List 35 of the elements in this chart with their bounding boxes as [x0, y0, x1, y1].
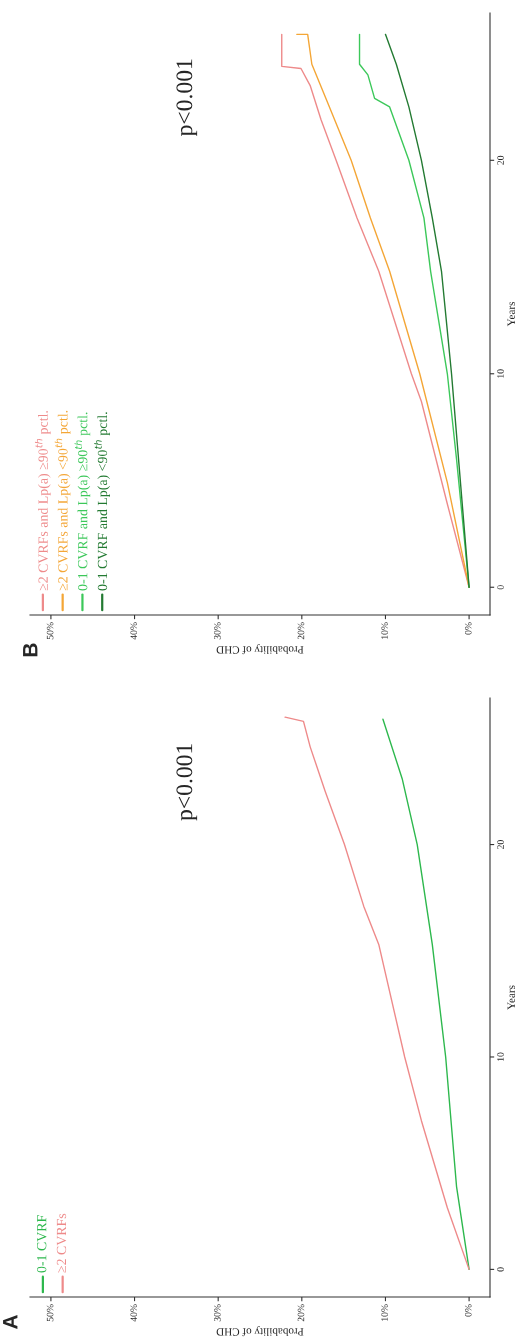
text: 0-1 CVRF and Lp(a) ≥90$^{th}$ pctl.	[74, 412, 91, 591]
x-tick-label: 30%	[214, 622, 221, 640]
x-tick-label: 40%	[130, 622, 138, 640]
x-tick-label: 0%	[464, 622, 472, 635]
text: ≥2 CVRFs and Lp(a) <90$^{th}$ pctl.	[54, 410, 71, 591]
y-tick-label: 10	[497, 369, 504, 378]
x-tick-label: 50%	[46, 622, 54, 640]
text: ≥2 CVRFs	[56, 1213, 67, 1273]
line-series	[284, 716, 470, 1271]
line-series	[382, 718, 470, 1271]
y-tick-label: 0	[497, 585, 504, 590]
x-axis-title: Probability of CHD	[216, 1325, 304, 1337]
x-tick-label: 10%	[381, 1304, 388, 1321]
y-tick-label: 0	[497, 1267, 504, 1272]
x-tick-label: 40%	[130, 1304, 138, 1322]
annotation: p<0.001	[176, 744, 198, 821]
text: A	[3, 1315, 18, 1330]
x-tick-label: 20%	[297, 622, 305, 640]
text: 0-1 CVRF	[36, 1215, 47, 1273]
x-tick-label: 0%	[464, 1304, 472, 1317]
y-axis-title: Years	[507, 985, 515, 1010]
line-series	[384, 33, 470, 588]
x-tick-label: 10%	[381, 622, 388, 639]
text: B	[23, 643, 38, 657]
y-tick-label: 20	[497, 840, 504, 849]
y-tick-label: 10	[497, 1052, 504, 1061]
text: 0-1 CVRF and Lp(a) <90$^{th}$ pctl.	[94, 412, 110, 591]
y-axis-title: Years	[507, 302, 515, 327]
text: ≥2 CVRFs and Lp(a) ≥90$^{th}$ pctl.	[34, 411, 51, 591]
x-axis-title: Probability of CHD	[216, 643, 304, 655]
x-tick-label: 20%	[297, 1304, 305, 1322]
x-tick-label: 30%	[214, 1304, 221, 1322]
y-tick-label: 20	[497, 155, 504, 165]
annotation: p<0.001	[176, 59, 198, 137]
x-tick-label: 50%	[46, 1304, 54, 1322]
